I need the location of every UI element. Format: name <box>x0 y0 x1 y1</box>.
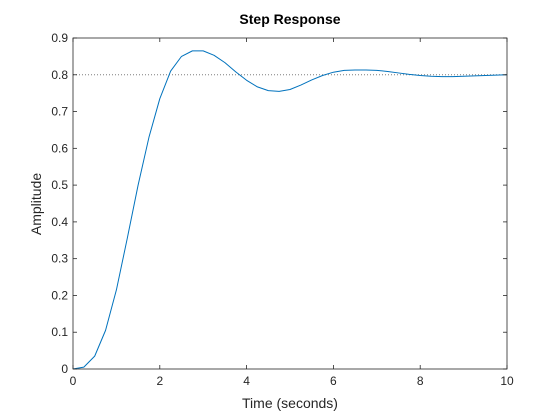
y-tick-label: 0.1 <box>51 325 68 339</box>
y-tick-label: 0.4 <box>51 215 68 229</box>
axes-frame <box>72 37 508 370</box>
y-tick-label: 0.5 <box>51 178 68 192</box>
x-tick-label: 0 <box>70 374 77 388</box>
y-tick-label: 0.9 <box>51 31 68 45</box>
y-tick-label: 0 <box>61 362 68 376</box>
y-axis-ticks: 0 0.1 0.2 0.3 0.4 0.5 0.6 0.7 0.8 0.9 <box>51 31 507 376</box>
x-tick-label: 8 <box>417 374 424 388</box>
series-line-0 <box>72 50 508 370</box>
x-tick-label: 4 <box>243 374 250 388</box>
x-tick-label: 10 <box>500 374 514 388</box>
chart-title: Step Response <box>239 11 340 27</box>
series-layer <box>72 50 508 370</box>
axes-box <box>72 37 508 370</box>
x-tick-label: 2 <box>156 374 163 388</box>
y-tick-label: 0.2 <box>51 288 68 302</box>
y-axis-label: Amplitude <box>28 173 44 235</box>
x-tick-label: 6 <box>330 374 337 388</box>
x-axis-ticks: 0 2 4 6 8 10 <box>70 38 514 388</box>
y-tick-label: 0.7 <box>51 105 68 119</box>
y-tick-label: 0.6 <box>51 141 68 155</box>
y-tick-label: 0.8 <box>51 68 68 82</box>
plot-area-background <box>73 38 507 369</box>
x-axis-label: Time (seconds) <box>242 395 338 411</box>
y-tick-label: 0.3 <box>51 252 68 266</box>
